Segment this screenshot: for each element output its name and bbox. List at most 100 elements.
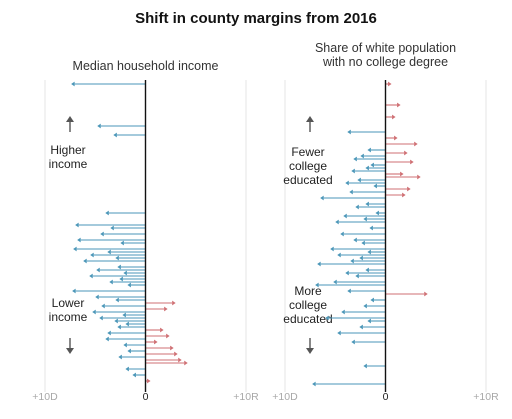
county-shift-arrow: [385, 102, 401, 108]
top-direction-label-line-1: Fewer: [291, 145, 324, 159]
county-shift-arrow: [351, 339, 386, 345]
county-shift-arrow: [123, 342, 146, 348]
panel-subtitle-line-2: with no college degree: [322, 55, 448, 69]
county-shift-arrow: [343, 213, 386, 219]
county-shift-arrow: [92, 309, 146, 315]
county-shift-arrow: [97, 123, 146, 129]
county-shift-arrow: [315, 282, 386, 288]
county-shift-arrow: [335, 219, 386, 225]
tick-label-rep: +10R: [233, 391, 259, 403]
county-shift-arrow: [330, 246, 386, 252]
county-shift-arrow: [125, 366, 146, 372]
county-shift-arrow: [105, 210, 146, 216]
county-shift-arrow: [125, 321, 146, 327]
bottom-direction-label-line-2: income: [49, 310, 88, 324]
county-shift-arrow: [115, 255, 146, 261]
county-shift-arrow: [365, 201, 386, 207]
county-shift-arrow: [361, 240, 386, 246]
county-shift-arrow: [101, 303, 146, 309]
county-shift-arrow: [145, 333, 170, 339]
top-direction-label-line-1: Higher: [50, 143, 85, 157]
county-shift-arrow: [107, 330, 146, 336]
tick-label-dem: +10D: [272, 391, 298, 403]
county-shift-arrow: [75, 222, 146, 228]
county-shift-arrow: [347, 129, 386, 135]
county-shift-arrow: [351, 168, 386, 174]
county-shift-arrow: [109, 279, 146, 285]
county-shift-arrow: [341, 309, 386, 315]
county-shift-arrow: [385, 141, 418, 147]
county-shift-arrow: [365, 267, 386, 273]
county-shift-arrow: [71, 81, 146, 87]
county-shift-arrow: [100, 231, 146, 237]
county-shift-arrow: [145, 339, 158, 345]
county-shift-arrow: [122, 312, 146, 318]
panel-median-household-income: Median household incomeHigherincomeLower…: [32, 59, 259, 403]
tick-label-zero: 0: [383, 391, 389, 403]
county-shift-arrow: [385, 171, 404, 177]
county-shift-arrow: [107, 249, 146, 255]
county-shift-arrow: [360, 153, 386, 159]
county-shift-arrow: [385, 174, 421, 180]
county-shift-arrow: [320, 195, 386, 201]
county-shift-arrow: [90, 252, 146, 258]
tick-label-rep: +10R: [473, 391, 499, 403]
county-shift-arrow: [385, 186, 411, 192]
top-direction-label-line-2: college: [289, 159, 327, 173]
county-shift-arrow: [337, 252, 386, 258]
county-shift-arrow: [345, 270, 386, 276]
county-shift-arrow: [96, 267, 146, 273]
county-shift-arrow: [117, 264, 146, 270]
county-shift-arrow: [89, 273, 146, 279]
county-shift-arrow: [99, 315, 146, 321]
county-shift-arrow: [110, 225, 146, 231]
county-shift-arrow: [340, 231, 386, 237]
county-shift-arrow: [359, 255, 386, 261]
county-shift-arrow: [349, 189, 386, 195]
county-shift-arrow: [385, 135, 398, 141]
county-shift-arrow: [145, 345, 174, 351]
county-shift-arrow: [72, 288, 146, 294]
county-shift-arrow: [325, 315, 386, 321]
county-shift-arrow: [115, 297, 146, 303]
county-shift-arrow: [83, 258, 146, 264]
county-shift-arrow: [145, 327, 164, 333]
county-shift-arrow: [370, 297, 386, 303]
county-shift-arrow: [367, 318, 386, 324]
county-shift-arrow: [145, 360, 188, 366]
down-arrow-icon: [306, 338, 314, 354]
county-shift-arrow: [363, 303, 386, 309]
county-shift-arrow: [117, 324, 146, 330]
county-shift-arrow: [312, 381, 386, 387]
county-shift-arrow: [353, 237, 386, 243]
county-shift-arrow: [363, 363, 386, 369]
county-shift-arrow: [337, 330, 386, 336]
county-shift-arrow: [145, 351, 178, 357]
county-shift-arrow: [385, 291, 428, 297]
county-shift-arrow: [367, 249, 386, 255]
county-shift-arrow: [363, 216, 386, 222]
county-shift-arrow: [118, 354, 146, 360]
county-shift-arrow: [127, 348, 146, 354]
county-shift-arrow: [127, 282, 146, 288]
county-shift-arrow: [385, 150, 408, 156]
panel-subtitle: Median household income: [73, 59, 219, 73]
county-shift-arrow: [120, 240, 146, 246]
county-shift-arrow: [345, 180, 386, 186]
chart-title: Shift in county margins from 2016: [135, 10, 377, 27]
county-shift-arrow: [113, 132, 146, 138]
county-shift-arrow: [385, 159, 414, 165]
county-shift-arrow: [385, 81, 392, 87]
county-shift-arrow: [105, 336, 146, 342]
county-shift-arrow: [73, 246, 146, 252]
panel-subtitle-line-1: Share of white population: [315, 41, 456, 55]
county-shift-arrow: [333, 279, 386, 285]
bottom-direction-label-line-3: educated: [283, 312, 332, 326]
bottom-direction-label-line-1: More: [294, 284, 322, 298]
up-arrow-icon: [306, 116, 314, 132]
county-shift-arrow: [355, 204, 386, 210]
tick-label-zero: 0: [143, 391, 149, 403]
bottom-direction-label-line-2: college: [289, 298, 327, 312]
county-shift-arrow: [77, 237, 146, 243]
